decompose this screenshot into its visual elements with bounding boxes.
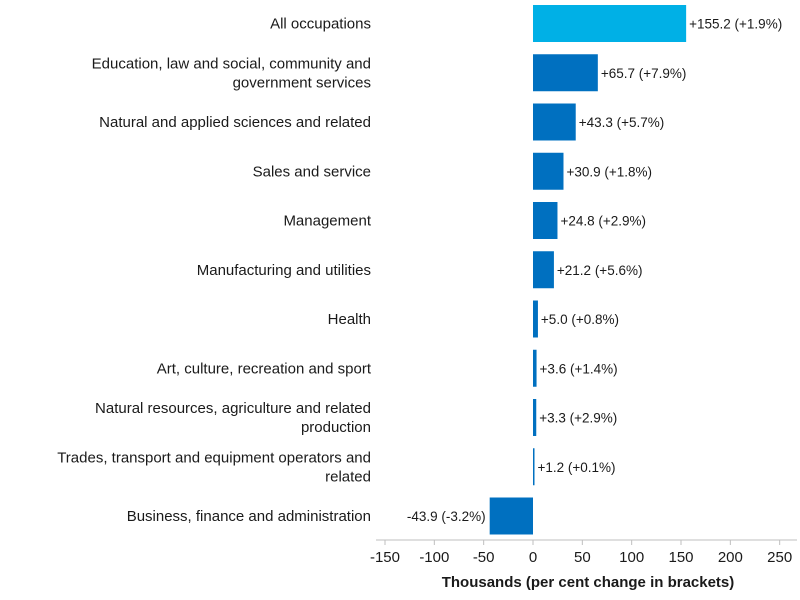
data-label: +5.0 (+0.8%) — [541, 312, 619, 327]
data-label: +30.9 (+1.8%) — [566, 164, 652, 179]
x-tick-label: -100 — [419, 549, 449, 566]
bar — [533, 152, 564, 190]
x-tick-label: 250 — [767, 549, 792, 566]
bar — [489, 497, 533, 535]
data-label: +155.2 (+1.9%) — [689, 17, 782, 32]
x-tick-label: -150 — [370, 549, 400, 566]
bar — [533, 103, 576, 141]
category-label: Management — [283, 213, 371, 230]
bar — [533, 54, 598, 92]
x-tick-label: 50 — [574, 549, 591, 566]
category-label: Art, culture, recreation and sport — [157, 360, 372, 377]
x-axis-ticks: -150 -100 -50 0 50 100 150 200 250 — [370, 540, 792, 566]
data-label: +1.2 (+0.1%) — [538, 460, 616, 475]
bar — [533, 251, 554, 289]
bars — [489, 5, 687, 535]
bar — [533, 399, 537, 436]
bar — [533, 202, 558, 239]
category-label: Manufacturing and utilities — [197, 262, 371, 279]
category-label: All occupations — [270, 16, 371, 33]
bar — [533, 448, 535, 486]
x-tick-label: 200 — [718, 549, 743, 566]
category-label: Natural resources, agriculture and relat… — [95, 400, 371, 436]
data-label: +21.2 (+5.6%) — [557, 263, 643, 278]
data-label: -43.9 (-3.2%) — [407, 509, 486, 524]
data-label: +43.3 (+5.7%) — [579, 115, 665, 130]
x-tick-label: 150 — [668, 549, 693, 566]
data-label: +3.6 (+1.4%) — [540, 361, 618, 376]
category-label: Health — [328, 311, 371, 328]
data-labels: +155.2 (+1.9%) +65.7 (+7.9%) +43.3 (+5.7%)… — [407, 17, 782, 525]
category-label: Sales and service — [253, 163, 371, 180]
category-label: Education, law and social, community and… — [92, 55, 371, 91]
category-label: Business, finance and administration — [127, 508, 371, 525]
category-labels: All occupations Education, law and social… — [57, 16, 372, 526]
data-label: +3.3 (+2.9%) — [539, 411, 617, 426]
x-axis-title: Thousands (per cent change in brackets) — [442, 574, 735, 591]
x-tick-label: 100 — [619, 549, 644, 566]
x-tick-label: -50 — [473, 549, 495, 566]
bar — [533, 349, 537, 387]
x-tick-label: 0 — [529, 549, 537, 566]
bar-highlight — [533, 5, 687, 42]
bar — [533, 300, 538, 338]
data-label: +24.8 (+2.9%) — [560, 214, 646, 229]
data-label: +65.7 (+7.9%) — [601, 66, 687, 81]
category-label: Trades, transport and equipment operator… — [57, 449, 371, 485]
category-label: Natural and applied sciences and related — [99, 114, 371, 131]
